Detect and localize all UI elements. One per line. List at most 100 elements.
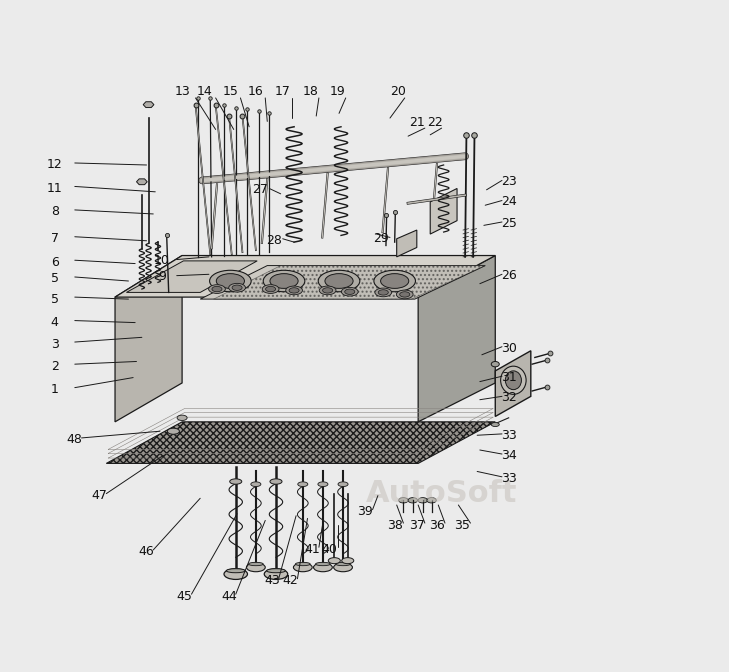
Ellipse shape — [505, 371, 521, 390]
Text: 18: 18 — [303, 85, 319, 97]
Text: 35: 35 — [453, 519, 469, 532]
Ellipse shape — [427, 498, 436, 503]
Ellipse shape — [224, 569, 247, 579]
Ellipse shape — [295, 562, 310, 566]
Text: 15: 15 — [222, 85, 238, 97]
Text: 20: 20 — [390, 85, 406, 97]
Ellipse shape — [375, 288, 391, 297]
Ellipse shape — [210, 270, 252, 292]
Ellipse shape — [323, 288, 332, 293]
Text: 44: 44 — [221, 590, 237, 603]
Ellipse shape — [267, 569, 285, 573]
Ellipse shape — [229, 284, 246, 292]
Text: 9: 9 — [158, 271, 166, 284]
Text: 16: 16 — [248, 85, 264, 97]
Text: 39: 39 — [356, 505, 373, 518]
Text: 42: 42 — [283, 575, 299, 587]
Polygon shape — [214, 265, 486, 299]
Ellipse shape — [408, 498, 418, 503]
Ellipse shape — [316, 562, 330, 566]
Ellipse shape — [491, 423, 499, 427]
Text: 17: 17 — [275, 85, 291, 97]
Ellipse shape — [289, 288, 299, 293]
Polygon shape — [115, 255, 182, 422]
Text: 1: 1 — [51, 383, 58, 396]
Text: 26: 26 — [501, 269, 517, 282]
Text: 23: 23 — [501, 175, 517, 188]
Ellipse shape — [226, 569, 245, 573]
Ellipse shape — [501, 366, 526, 394]
Ellipse shape — [270, 274, 298, 288]
Text: 41: 41 — [304, 543, 320, 556]
Polygon shape — [200, 265, 486, 299]
Ellipse shape — [212, 286, 222, 292]
Ellipse shape — [318, 482, 328, 487]
Ellipse shape — [286, 286, 303, 295]
Text: 11: 11 — [47, 182, 63, 195]
Polygon shape — [143, 101, 154, 108]
Ellipse shape — [262, 285, 279, 294]
Ellipse shape — [397, 290, 413, 299]
Text: 31: 31 — [501, 371, 517, 384]
Ellipse shape — [319, 286, 336, 295]
Ellipse shape — [334, 563, 352, 572]
Polygon shape — [106, 422, 495, 464]
Ellipse shape — [319, 270, 360, 292]
Text: 14: 14 — [197, 85, 213, 97]
Ellipse shape — [325, 274, 353, 288]
Text: 8: 8 — [51, 206, 58, 218]
Text: 4: 4 — [51, 316, 58, 329]
Ellipse shape — [418, 498, 427, 503]
Ellipse shape — [251, 482, 261, 487]
Text: 48: 48 — [67, 433, 82, 446]
Text: 40: 40 — [321, 543, 338, 556]
Ellipse shape — [313, 563, 332, 572]
Text: 38: 38 — [387, 519, 402, 532]
Text: 46: 46 — [139, 546, 155, 558]
Ellipse shape — [217, 274, 244, 288]
Text: 33: 33 — [501, 472, 517, 485]
Text: 10: 10 — [154, 255, 170, 267]
Text: 34: 34 — [501, 449, 517, 462]
Polygon shape — [495, 351, 531, 417]
Text: 24: 24 — [501, 196, 517, 208]
Text: 21: 21 — [409, 116, 425, 129]
Text: 6: 6 — [51, 256, 58, 269]
Ellipse shape — [378, 290, 389, 295]
Polygon shape — [115, 255, 495, 297]
Ellipse shape — [265, 286, 276, 292]
Ellipse shape — [328, 558, 340, 564]
Text: 33: 33 — [501, 429, 517, 442]
Ellipse shape — [177, 415, 187, 421]
Polygon shape — [136, 179, 147, 185]
Text: 43: 43 — [264, 575, 280, 587]
Text: 47: 47 — [92, 489, 108, 502]
Ellipse shape — [345, 289, 355, 294]
Ellipse shape — [232, 285, 242, 290]
Text: 32: 32 — [501, 391, 517, 404]
Ellipse shape — [208, 285, 225, 294]
Ellipse shape — [297, 482, 308, 487]
Text: 22: 22 — [427, 116, 443, 129]
Ellipse shape — [374, 270, 416, 292]
Ellipse shape — [491, 362, 499, 367]
Text: 5: 5 — [51, 292, 58, 306]
Polygon shape — [430, 188, 457, 234]
Ellipse shape — [168, 428, 179, 434]
Text: 30: 30 — [501, 341, 517, 355]
Ellipse shape — [341, 288, 358, 296]
Text: 37: 37 — [409, 519, 425, 532]
Ellipse shape — [335, 562, 351, 566]
Polygon shape — [418, 255, 495, 422]
Text: 3: 3 — [51, 337, 58, 351]
Ellipse shape — [338, 482, 348, 487]
Ellipse shape — [399, 292, 410, 297]
Text: 25: 25 — [501, 217, 517, 230]
Text: AutoSoft: AutoSoft — [366, 479, 518, 508]
Text: 12: 12 — [47, 159, 63, 171]
Polygon shape — [126, 261, 257, 292]
Ellipse shape — [246, 563, 265, 572]
Text: 45: 45 — [177, 590, 192, 603]
Ellipse shape — [249, 562, 263, 566]
Text: 28: 28 — [266, 234, 282, 247]
